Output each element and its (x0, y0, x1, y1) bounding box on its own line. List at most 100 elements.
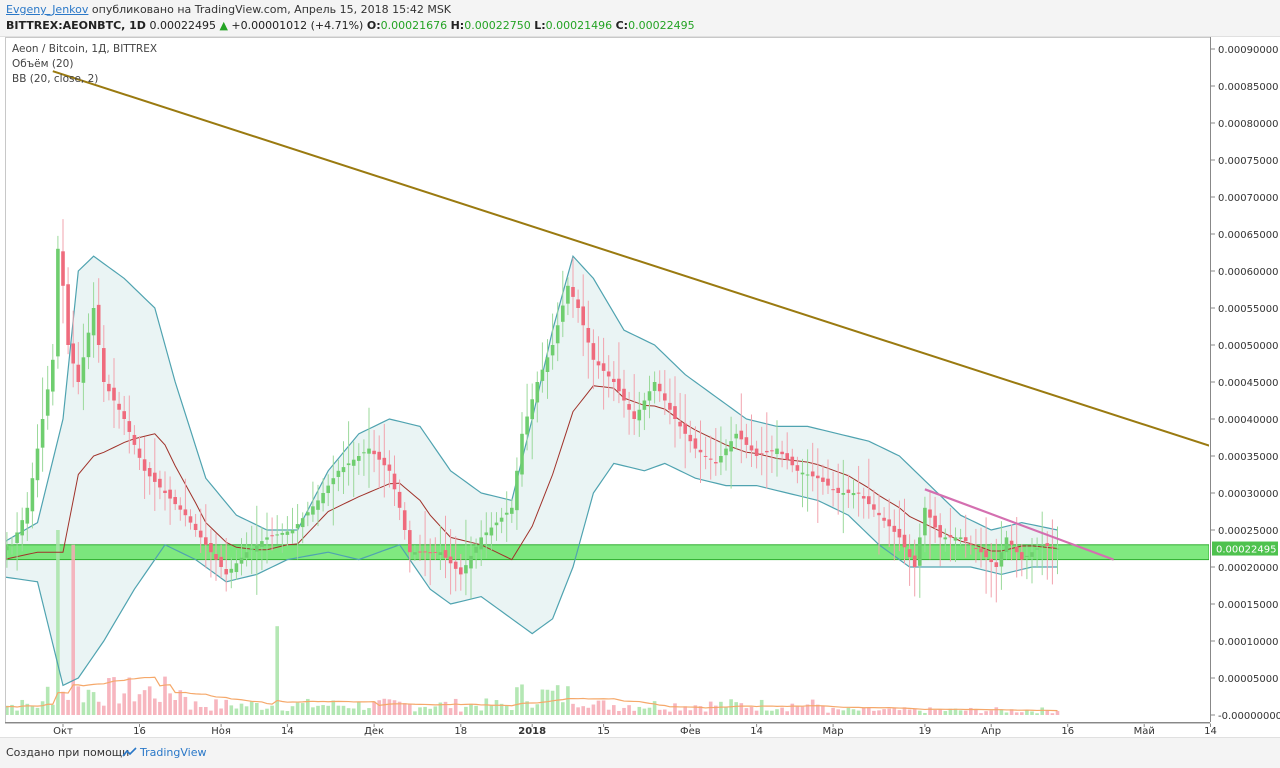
candle (836, 463, 840, 515)
volume-bar (45, 686, 50, 715)
volume-bar (244, 706, 249, 715)
candle (953, 527, 958, 562)
volume-bar (892, 707, 897, 715)
volume-bar (433, 706, 438, 715)
candle (20, 507, 24, 552)
candle (703, 436, 708, 470)
candle (724, 439, 728, 471)
volume-bar (214, 699, 218, 715)
volume-bar (520, 684, 524, 715)
candle (810, 442, 815, 492)
volume-bar (734, 702, 738, 715)
volume-bar (1050, 713, 1055, 715)
volume-bar (759, 699, 764, 715)
volume-bar (255, 702, 259, 715)
candle (173, 489, 177, 511)
volume-bar (469, 703, 473, 715)
candle (311, 481, 315, 522)
volume-bar (642, 708, 647, 715)
price-axis-border (1210, 37, 1211, 722)
candle (530, 383, 534, 460)
volume-bar (438, 702, 443, 715)
bollinger-indicator-label[interactable]: BB (20, close, 2) (12, 73, 99, 85)
candle (484, 512, 489, 559)
volume-bar (719, 701, 723, 715)
candle (474, 538, 478, 569)
volume-bar (576, 707, 580, 715)
open-label: O: (366, 19, 381, 32)
candle (66, 267, 70, 355)
volume-bar (545, 689, 550, 715)
volume-bar (30, 706, 35, 715)
volume-bar (112, 677, 116, 715)
volume-bar (418, 707, 422, 715)
volume-bar (938, 709, 942, 715)
volume-bar (387, 699, 392, 715)
volume-bar (678, 710, 682, 715)
volume-bar (234, 708, 239, 715)
candle (382, 423, 387, 498)
candle (540, 342, 545, 393)
candle (244, 532, 249, 567)
candle (127, 395, 132, 454)
volume-bar (617, 710, 621, 715)
volume-bar (606, 709, 611, 715)
tradingview-brand-link[interactable]: TradingView (140, 746, 207, 759)
volume-bar (372, 701, 376, 715)
x-tick-label: Ноя (211, 726, 231, 737)
candle (601, 337, 606, 410)
close-label: C: (615, 19, 629, 32)
candle (617, 342, 621, 404)
candle (734, 424, 738, 449)
volume-bar (765, 710, 769, 715)
candle (627, 391, 631, 435)
volume-bar (443, 701, 448, 715)
volume-bar (775, 709, 779, 715)
candle (647, 375, 652, 419)
author-link[interactable]: Evgeny_Jenkov (6, 3, 89, 16)
candle (632, 374, 636, 435)
candle (1014, 517, 1019, 578)
volume-bar (153, 698, 157, 715)
candle (260, 527, 264, 571)
volume-bar (158, 701, 162, 715)
volume-bar (805, 704, 810, 715)
candle (872, 489, 876, 518)
volume-bar (673, 703, 677, 715)
time-axis-border (5, 722, 1210, 723)
short-trendline (924, 488, 1114, 561)
candle (999, 521, 1004, 590)
volume-bar (173, 700, 177, 715)
volume-bar (117, 703, 121, 715)
volume-bar (928, 707, 932, 715)
open-value: 0.00021676 (380, 19, 448, 32)
volume-bar (856, 710, 861, 715)
volume-bar (821, 706, 825, 715)
volume-bar (239, 703, 244, 715)
candle (561, 270, 565, 338)
volume-bar (872, 710, 876, 715)
symbol-label: BITTREX:AEONBTC, 1D (6, 19, 146, 32)
y-tick-label: -0.00000000 (1218, 711, 1280, 722)
volume-bar (504, 705, 509, 715)
volume-bar (515, 687, 519, 715)
volume-indicator-label[interactable]: Объём (20) (12, 58, 74, 70)
candle (76, 342, 81, 395)
candle (816, 448, 820, 523)
candle (877, 494, 881, 555)
x-tick-label: 14 (1204, 726, 1217, 737)
volume-ma-line (6, 676, 1058, 712)
volume-bar (1035, 713, 1039, 715)
candle (683, 394, 687, 469)
volume-bar (861, 707, 866, 715)
candle (856, 465, 861, 517)
volume-bar (224, 699, 228, 715)
candle (464, 519, 468, 596)
volume-bar (188, 709, 193, 715)
candle (775, 420, 779, 477)
candle (943, 528, 948, 552)
x-tick-label: 15 (597, 726, 610, 737)
volume-bar (601, 700, 606, 715)
candle (790, 448, 795, 473)
